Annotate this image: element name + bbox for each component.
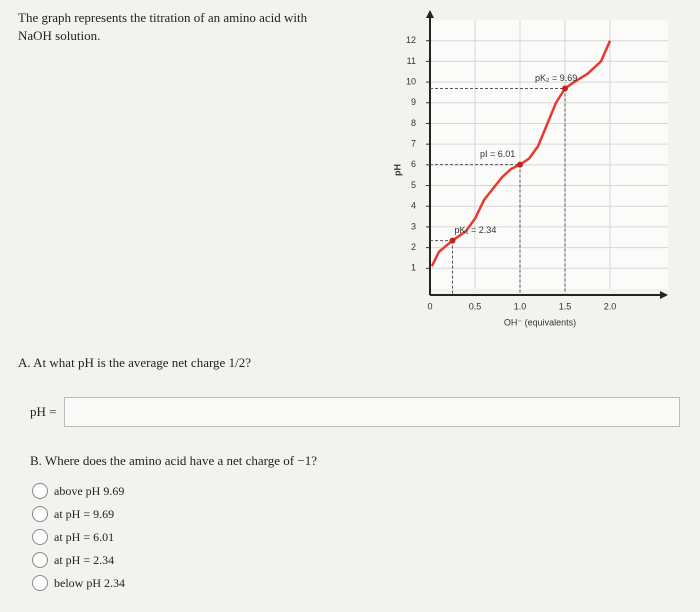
annotation: pI = 6.01 [480,149,515,159]
y-tick-label: 4 [411,201,416,211]
x-tick-label: 1.0 [514,301,527,311]
x-axis-label: OH⁻ (equivalents) [504,317,576,327]
y-tick-label: 8 [411,118,416,128]
radio-option[interactable]: at pH = 9.69 [32,506,114,522]
option-label: at pH = 6.01 [54,529,115,544]
y-tick-label: 11 [407,56,416,66]
y-tick-label: 6 [411,159,416,169]
annotation: pK₂ = 9.69 [535,73,577,83]
x-tick-label: 0.5 [469,301,482,311]
y-tick-label: 12 [406,35,416,45]
radio-button[interactable] [32,483,48,499]
radio-button[interactable] [32,552,48,568]
axis-arrow [660,291,668,299]
y-tick-label: 1 [411,263,416,273]
radio-option[interactable]: at pH = 6.01 [32,529,114,545]
radio-option[interactable]: at pH = 2.34 [32,552,114,568]
option-label: below pH 2.34 [54,575,125,590]
radio-option[interactable]: below pH 2.34 [32,575,125,591]
option-label: at pH = 9.69 [54,506,115,521]
y-tick-label: 10 [406,76,416,86]
question-b: B. Where does the amino acid have a net … [30,453,317,468]
y-tick-label: 7 [411,139,416,149]
plot-bg [430,20,668,289]
y-tick-label: 2 [411,242,416,252]
option-label: at pH = 2.34 [54,552,115,567]
intro-line: The graph represents the titration of an… [18,10,308,25]
y-tick-label: 5 [411,180,416,190]
radio-option[interactable]: above pH 9.69 [32,483,124,499]
x-tick-label: 1.5 [559,301,572,311]
key-point [449,237,456,244]
input-label: pH = [30,404,57,419]
axis-arrow [426,10,434,18]
answer-input[interactable] [64,397,680,427]
annotation: pK₁ = 2.34 [455,225,497,235]
question-a: A. At what pH is the average net charge … [18,355,251,370]
y-tick-label: 9 [411,97,416,107]
radio-button[interactable] [32,506,48,522]
option-label: above pH 9.69 [54,483,125,498]
x-tick-label: 2.0 [604,301,617,311]
key-point [517,161,523,168]
y-axis-label: pH [392,164,402,176]
radio-button[interactable] [32,529,48,545]
x-tick-label: 0 [427,301,432,311]
intro-line: NaOH solution. [18,28,101,43]
radio-button[interactable] [32,575,48,591]
key-point [562,85,568,92]
y-tick-label: 3 [411,221,416,231]
